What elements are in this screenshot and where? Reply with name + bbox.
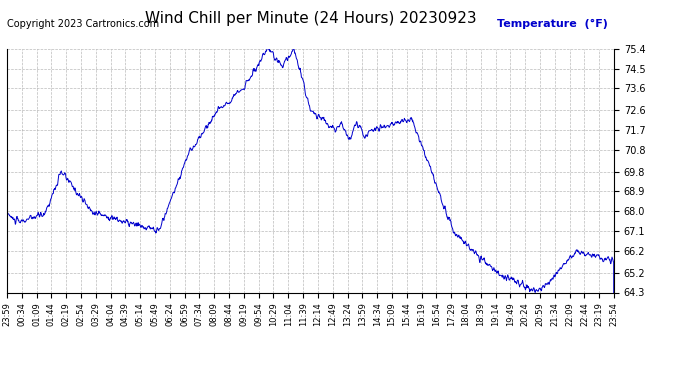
Text: Temperature  (°F): Temperature (°F) [497,19,608,29]
Text: Copyright 2023 Cartronics.com: Copyright 2023 Cartronics.com [7,19,159,29]
Text: Wind Chill per Minute (24 Hours) 20230923: Wind Chill per Minute (24 Hours) 2023092… [145,11,476,26]
